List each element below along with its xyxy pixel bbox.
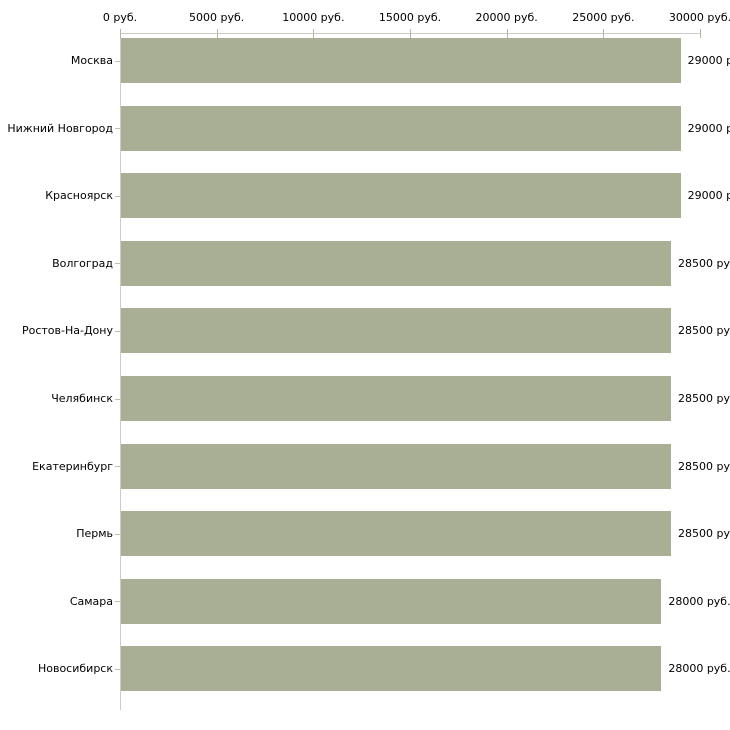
y-tick-mark <box>115 60 120 62</box>
value-label: 29000 руб. <box>687 121 730 135</box>
value-label: 29000 руб. <box>687 189 730 203</box>
x-tick-mark <box>120 29 121 38</box>
category-label: Екатеринбург <box>32 459 113 473</box>
y-tick-mark <box>115 533 120 535</box>
category-label: Ростов-На-Дону <box>21 324 113 338</box>
bar <box>121 38 681 83</box>
y-tick-mark <box>115 601 120 603</box>
value-label: 28000 руб. <box>668 662 730 676</box>
y-tick-mark <box>115 128 120 130</box>
category-label: Волгоград <box>52 256 113 270</box>
bar <box>121 376 671 421</box>
bar <box>121 105 681 151</box>
bar <box>121 443 671 489</box>
category-label: Новосибирск <box>37 662 113 676</box>
x-tick-label: 20000 руб. <box>475 11 538 24</box>
x-tick-label: 0 руб. <box>102 11 138 24</box>
category-label: Нижний Новгород <box>7 121 113 135</box>
y-tick-mark <box>115 668 120 670</box>
y-tick-mark <box>115 330 120 332</box>
bar <box>121 646 662 692</box>
x-tick-label: 30000 руб. <box>668 11 730 24</box>
x-tick-mark <box>700 29 701 38</box>
y-tick-mark <box>115 398 120 400</box>
value-label: 28500 руб. <box>678 392 730 405</box>
x-tick-label: 10000 руб. <box>282 11 345 24</box>
x-tick-mark <box>410 29 411 38</box>
y-tick-mark <box>115 263 120 265</box>
bar <box>121 511 671 557</box>
category-label: Пермь <box>76 527 113 541</box>
x-tick-mark <box>506 29 508 38</box>
value-label: 28500 руб. <box>678 459 730 473</box>
y-tick-mark <box>115 195 120 197</box>
x-tick-mark <box>216 29 218 38</box>
y-axis-line <box>120 33 121 710</box>
value-label: 28500 руб. <box>678 256 730 270</box>
x-tick-mark <box>603 29 605 38</box>
bar <box>121 578 662 624</box>
category-label: Красноярск <box>45 189 113 203</box>
category-label: Самара <box>69 594 113 608</box>
value-label: 29000 руб. <box>687 54 730 67</box>
y-tick-mark <box>115 466 120 468</box>
x-tick-mark <box>313 29 315 38</box>
x-tick-label: 5000 руб. <box>189 11 245 24</box>
value-label: 28500 руб. <box>678 324 730 338</box>
category-label: Москва <box>70 54 113 67</box>
value-label: 28000 руб. <box>668 594 730 608</box>
bar <box>121 240 671 286</box>
category-label: Челябинск <box>51 392 113 405</box>
x-tick-label: 25000 руб. <box>572 11 635 24</box>
x-tick-label: 15000 руб. <box>378 11 442 24</box>
bar <box>121 173 681 219</box>
bar <box>121 308 671 354</box>
value-label: 28500 руб. <box>678 527 730 541</box>
